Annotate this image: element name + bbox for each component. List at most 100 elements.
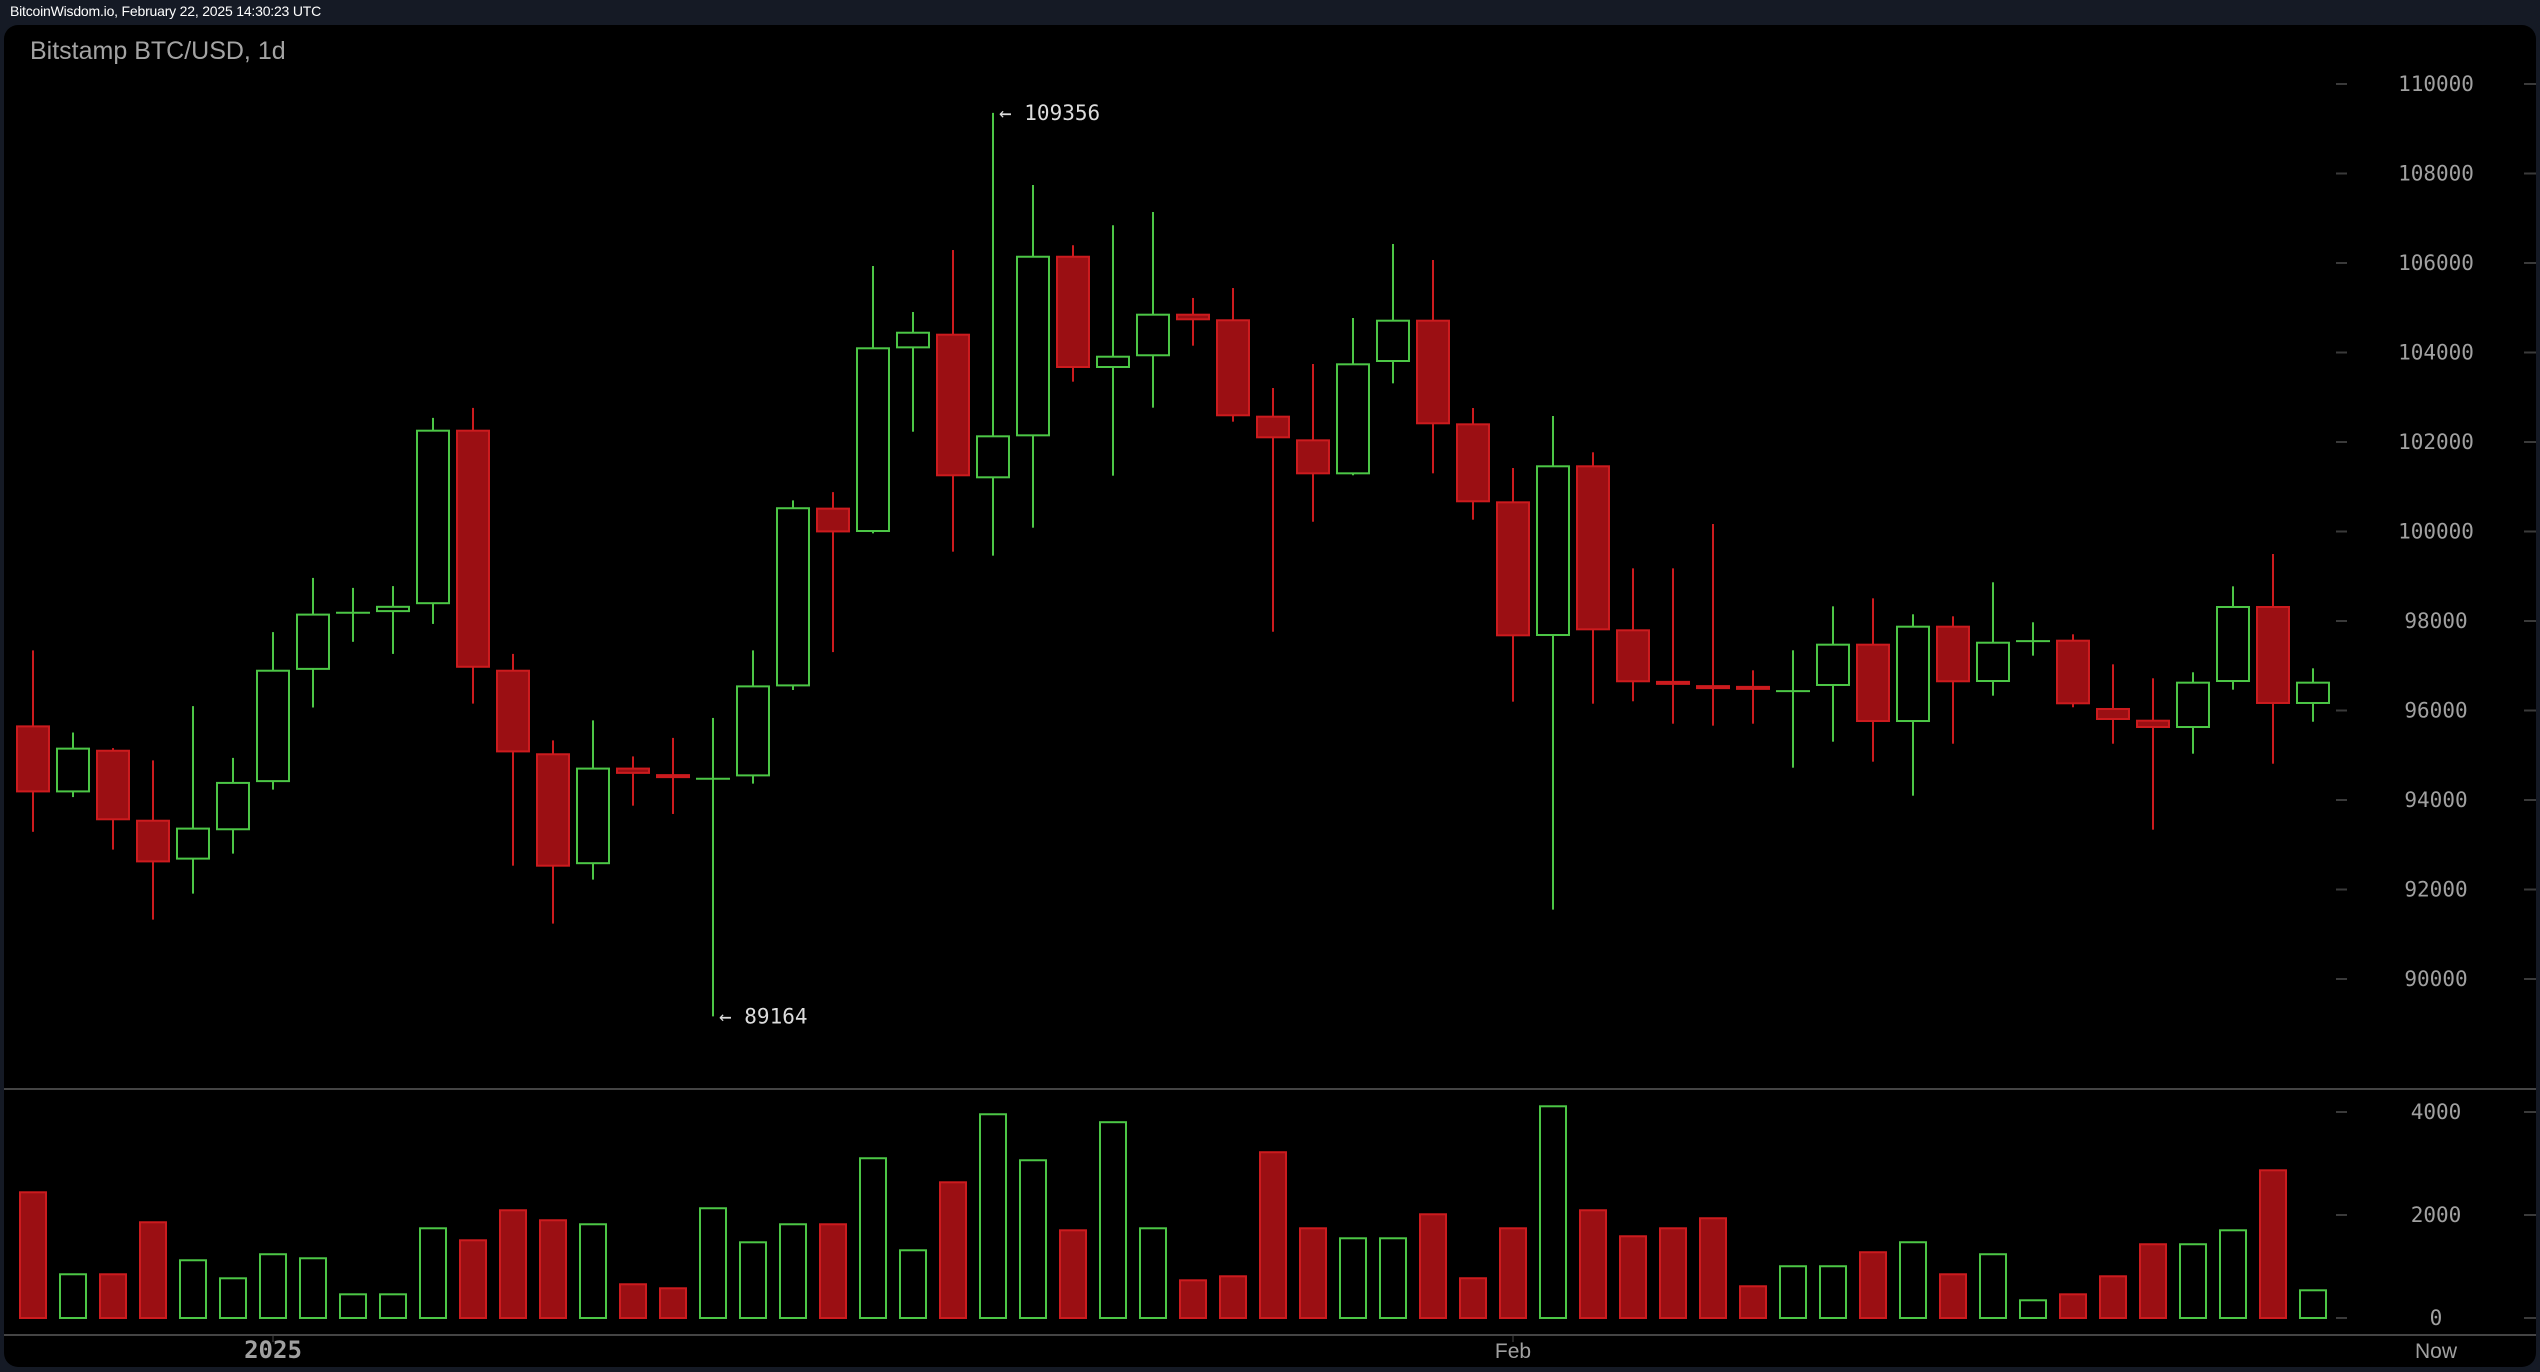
candle-down xyxy=(1456,407,1490,520)
volume-bar-up xyxy=(1819,1265,1847,1320)
volume-bar-up xyxy=(299,1257,327,1320)
candle-up xyxy=(1376,243,1410,384)
price-label: 110000 xyxy=(2398,72,2474,96)
candle-body xyxy=(536,753,570,867)
candle-body xyxy=(2096,707,2130,721)
volume-bar-down xyxy=(2139,1243,2167,1319)
volume-bar-up xyxy=(1779,1265,1807,1320)
candle-down xyxy=(1936,616,1970,744)
candle-body xyxy=(2176,681,2210,729)
volume-bar-up xyxy=(699,1207,727,1320)
candle-body xyxy=(1096,355,1130,368)
candle-body xyxy=(1296,439,1330,475)
candle-up xyxy=(1016,185,1050,528)
candle-down xyxy=(1296,364,1330,522)
volume-bar-up xyxy=(979,1113,1007,1319)
candle-down xyxy=(1856,598,1890,762)
candle-body xyxy=(1256,415,1290,439)
price-label: 106000 xyxy=(2398,251,2474,275)
volume-bar-up xyxy=(419,1227,447,1319)
candle-body xyxy=(1936,625,1970,683)
price-label: 94000 xyxy=(2404,788,2467,812)
chart-panel: 90000 92000 94000 96000 98000 100000 102000 104… xyxy=(4,25,2536,1367)
candle-body xyxy=(816,507,850,533)
candle-up xyxy=(696,717,730,1017)
price-label: 108000 xyxy=(2398,162,2474,186)
volume-bar-up xyxy=(2219,1229,2247,1320)
volume-bar-up xyxy=(2299,1289,2327,1319)
price-label: 104000 xyxy=(2398,341,2474,365)
candle-down xyxy=(2136,678,2170,830)
low-annotation: ← 89164 xyxy=(719,1004,808,1028)
volume-bar-down xyxy=(1259,1151,1287,1320)
volume-bar-down xyxy=(1499,1227,1527,1319)
candle-body xyxy=(96,749,130,821)
volume-bar-up xyxy=(219,1277,247,1319)
candle-down xyxy=(16,650,50,832)
volume-bar-down xyxy=(1219,1275,1247,1320)
candle-body xyxy=(176,827,210,860)
candle-up xyxy=(2296,668,2330,722)
volume-bar-up xyxy=(339,1293,367,1320)
candle-up xyxy=(1896,614,1930,796)
volume-label: 0 xyxy=(2430,1306,2443,1330)
candle-down xyxy=(2256,554,2290,764)
volume-bar-up xyxy=(2179,1243,2207,1319)
candle-body xyxy=(456,429,490,668)
high-annotation: ← 109356 xyxy=(999,101,1100,125)
source-timestamp: BitcoinWisdom.io, February 22, 2025 14:3… xyxy=(10,3,321,19)
volume-bar-up xyxy=(1979,1253,2007,1320)
candle-body xyxy=(1136,313,1170,357)
candle-up xyxy=(56,732,90,798)
candle-body xyxy=(576,767,610,865)
time-label-feb: Feb xyxy=(1495,1340,1531,1363)
candle-body xyxy=(296,613,330,670)
price-label: 102000 xyxy=(2398,430,2474,454)
volume-bar-down xyxy=(659,1287,687,1320)
candle-body xyxy=(2216,605,2250,683)
candle-up xyxy=(1776,650,1810,768)
candle-up xyxy=(856,265,890,534)
volume-bar-down xyxy=(939,1181,967,1319)
candle-up xyxy=(416,417,450,624)
volume-bar-up xyxy=(1139,1227,1167,1319)
candle-up xyxy=(176,706,210,894)
candle-body xyxy=(1416,319,1450,425)
candle-down xyxy=(616,756,650,806)
candle-body xyxy=(56,747,90,793)
candle-body xyxy=(1176,313,1210,321)
volume-axis: 0 2000 4000 xyxy=(4,1088,2536,1330)
candle-body xyxy=(1336,363,1370,475)
volume-bars xyxy=(19,1105,2327,1320)
volume-bar-up xyxy=(1379,1237,1407,1319)
candle-body xyxy=(2256,605,2290,704)
volume-bar-down xyxy=(1459,1277,1487,1319)
candle-body xyxy=(1896,625,1930,723)
chart-title: Bitstamp BTC/USD, 1d xyxy=(30,37,286,65)
candle-up xyxy=(296,577,330,708)
candle-down xyxy=(1416,260,1450,474)
candle-down xyxy=(816,492,850,653)
candle-body xyxy=(856,347,890,533)
volume-bar-down xyxy=(499,1209,527,1319)
candle-down xyxy=(2056,634,2090,708)
candles xyxy=(16,112,2330,1017)
candle-down xyxy=(456,407,490,704)
volume-label: 4000 xyxy=(2411,1100,2462,1124)
volume-bar-up xyxy=(739,1241,767,1320)
price-label: 90000 xyxy=(2404,967,2467,991)
volume-bar-down xyxy=(2099,1275,2127,1320)
volume-bar-up xyxy=(1339,1237,1367,1319)
volume-bar-down xyxy=(1299,1227,1327,1319)
candle-down xyxy=(1216,288,1250,422)
price-annotations: ← 109356 ← 89164 xyxy=(719,101,1100,1029)
volume-bar-up xyxy=(1899,1241,1927,1320)
candle-body xyxy=(1456,423,1490,503)
candle-down xyxy=(1656,568,1690,724)
candle-down xyxy=(1576,452,1610,704)
candle-body xyxy=(1576,465,1610,631)
volume-bar-down xyxy=(1059,1229,1087,1320)
candle-up xyxy=(976,112,1010,556)
candle-body xyxy=(1496,501,1530,637)
price-axis: 90000 92000 94000 96000 98000 100000 102000 104… xyxy=(2336,72,2536,991)
